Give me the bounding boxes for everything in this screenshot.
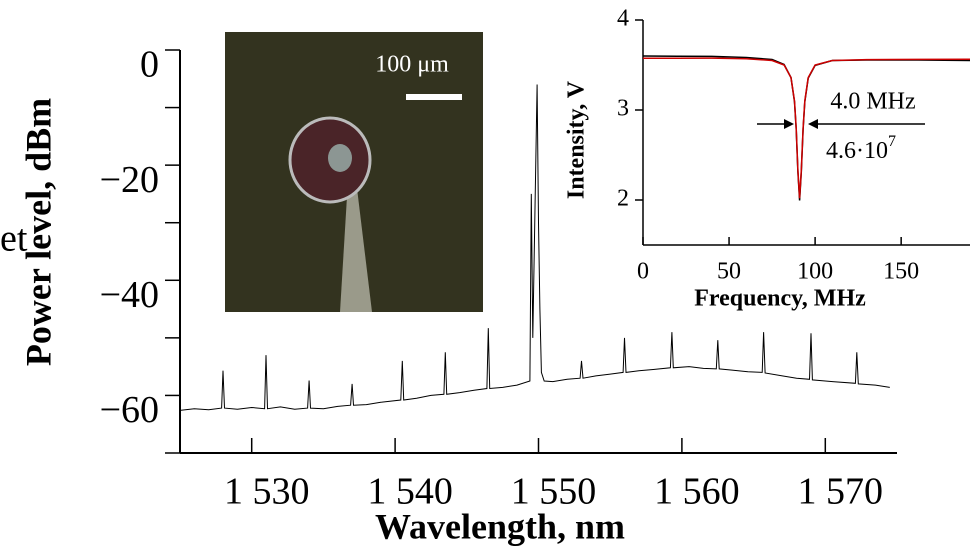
- x-tick-label: 1 540: [367, 471, 453, 513]
- q-factor: 4.6·107: [826, 133, 896, 164]
- cut-annotation: et: [0, 218, 28, 260]
- arrowhead-right: [808, 119, 818, 129]
- y-tick-label: −20: [100, 159, 159, 201]
- x-tick-label: 1 560: [654, 471, 740, 513]
- x-tick-label: 50: [717, 259, 741, 285]
- data-line: [179, 84, 890, 411]
- data-line: [643, 57, 970, 199]
- x-tick-label: 0: [637, 259, 649, 285]
- y-tick-label: 3: [617, 96, 629, 122]
- q-mantissa: 4.6·10: [826, 138, 888, 164]
- x-tick-label: 1 570: [798, 471, 884, 513]
- linewidth-label: 4.0 MHz: [830, 89, 915, 115]
- y-tick-label: −60: [100, 389, 159, 431]
- x-tick-label: 150: [883, 259, 919, 285]
- x-tick-label: 100: [797, 259, 833, 285]
- x-axis-label: Wavelength, nm: [375, 506, 625, 546]
- q-exponent: 7: [888, 133, 896, 150]
- data-line: [642, 55, 970, 201]
- y-axis-label: Power level, dBm: [18, 98, 58, 366]
- y-tick-label: 4: [617, 6, 629, 32]
- fiber: [340, 180, 372, 312]
- y-tick-label: 0: [140, 44, 159, 86]
- x-tick-label: 1 530: [224, 471, 310, 513]
- scale-bar-label: 100 μm: [375, 52, 449, 78]
- highlight: [328, 144, 352, 172]
- inset-y-label: Intensity, V: [564, 80, 590, 199]
- inset-x-label: Frequency, MHz: [694, 286, 866, 312]
- arrowhead-left: [784, 119, 794, 129]
- x-tick-label: 1 550: [511, 471, 597, 513]
- y-tick-label: 2: [617, 186, 629, 212]
- y-tick-label: −40: [100, 274, 159, 316]
- scale-bar: [406, 94, 462, 100]
- photo: 100 μm: [225, 32, 483, 312]
